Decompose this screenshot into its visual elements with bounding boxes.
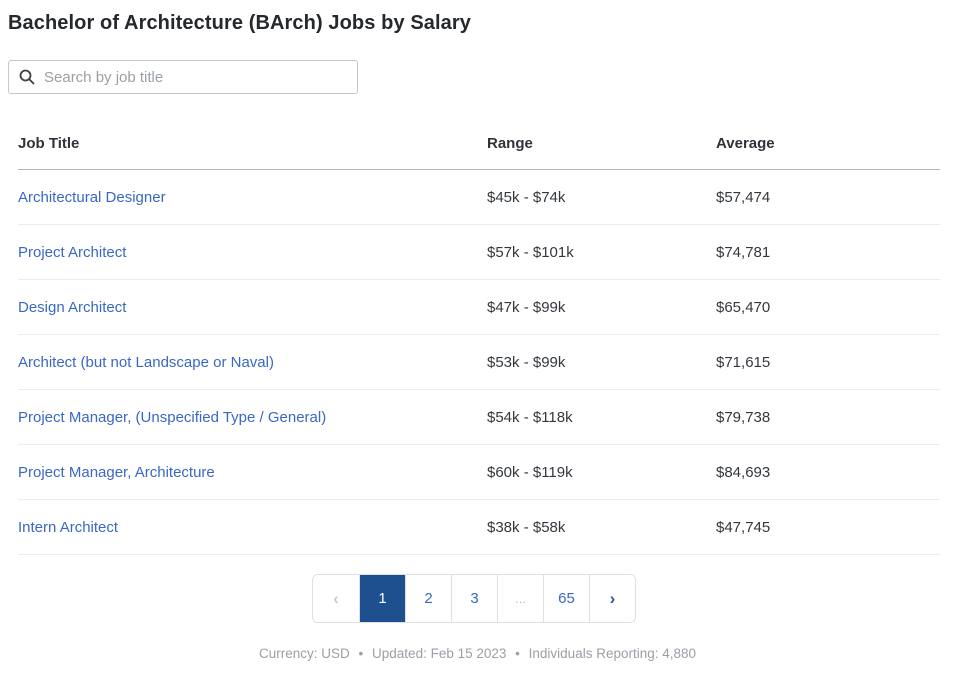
- pagination-wrap: ‹ 1 2 3 ... 65 ›: [8, 574, 940, 623]
- page-button-2[interactable]: 2: [405, 575, 451, 622]
- separator-dot: •: [358, 646, 364, 661]
- page-button-3[interactable]: 3: [451, 575, 497, 622]
- updated-note: Updated: Feb 15 2023: [372, 646, 507, 661]
- job-title-link[interactable]: Project Architect: [18, 243, 127, 261]
- page-button-65[interactable]: 65: [543, 575, 589, 622]
- page-button-1[interactable]: 1: [359, 575, 405, 622]
- range-value: $38k - $58k: [487, 518, 566, 536]
- table-row: Architectural Designer $45k - $74k $57,4…: [18, 170, 940, 225]
- average-value: $74,781: [716, 243, 771, 261]
- job-title-link[interactable]: Project Manager, (Unspecified Type / Gen…: [18, 408, 327, 426]
- separator-dot: •: [515, 646, 520, 661]
- average-value: $84,693: [716, 463, 771, 481]
- table-row: Project Manager, (Unspecified Type / Gen…: [18, 390, 940, 445]
- range-value: $60k - $119k: [487, 463, 573, 481]
- header-job-title: Job Title: [18, 135, 80, 152]
- table-row: Project Architect $57k - $101k $74,781: [18, 225, 940, 280]
- range-value: $45k - $74k: [487, 188, 566, 206]
- search-icon: [19, 69, 35, 85]
- average-value: $71,615: [716, 353, 771, 371]
- range-value: $47k - $99k: [487, 298, 566, 316]
- range-value: $57k - $101k: [487, 243, 574, 261]
- salary-jobs-page: Bachelor of Architecture (BArch) Jobs by…: [0, 12, 955, 681]
- page-title: Bachelor of Architecture (BArch) Jobs by…: [8, 12, 471, 34]
- pagination: ‹ 1 2 3 ... 65 ›: [312, 574, 636, 623]
- salary-table: Job Title Range Average Architectural De…: [8, 118, 940, 555]
- average-value: $57,474: [716, 188, 771, 206]
- header-range: Range: [487, 135, 533, 152]
- table-row: Design Architect $47k - $99k $65,470: [18, 280, 940, 335]
- table-row: Project Manager, Architecture $60k - $11…: [18, 445, 940, 500]
- search-box[interactable]: [8, 60, 358, 94]
- range-value: $53k - $99k: [487, 353, 566, 371]
- job-title-link[interactable]: Project Manager, Architecture: [18, 463, 215, 481]
- chevron-left-icon: ‹: [333, 588, 339, 608]
- average-value: $47,745: [716, 518, 771, 536]
- job-title-link[interactable]: Design Architect: [18, 298, 127, 316]
- prev-page-button[interactable]: ‹: [313, 575, 359, 622]
- chevron-right-icon: ›: [609, 588, 616, 608]
- next-page-button[interactable]: ›: [589, 575, 635, 622]
- table-row: Architect (but not Landscape or Naval) $…: [18, 335, 940, 390]
- page-ellipsis: ...: [497, 575, 543, 622]
- table-meta-footer: Currency: USD • Updated: Feb 15 2023 • I…: [0, 646, 955, 661]
- currency-note: Currency: USD: [258, 646, 350, 661]
- job-title-link[interactable]: Architect (but not Landscape or Naval): [18, 353, 274, 371]
- average-value: $79,738: [716, 408, 771, 426]
- reporting-note: Individuals Reporting: 4,880: [528, 646, 697, 661]
- job-title-link[interactable]: Intern Architect: [18, 518, 119, 536]
- search-input[interactable]: [44, 68, 347, 86]
- average-value: $65,470: [716, 298, 771, 316]
- range-value: $54k - $118k: [487, 408, 573, 426]
- table-header-row: Job Title Range Average: [18, 118, 940, 170]
- header-average: Average: [716, 135, 775, 152]
- table-row: Intern Architect $38k - $58k $47,745: [18, 500, 940, 555]
- job-title-link[interactable]: Architectural Designer: [18, 188, 166, 206]
